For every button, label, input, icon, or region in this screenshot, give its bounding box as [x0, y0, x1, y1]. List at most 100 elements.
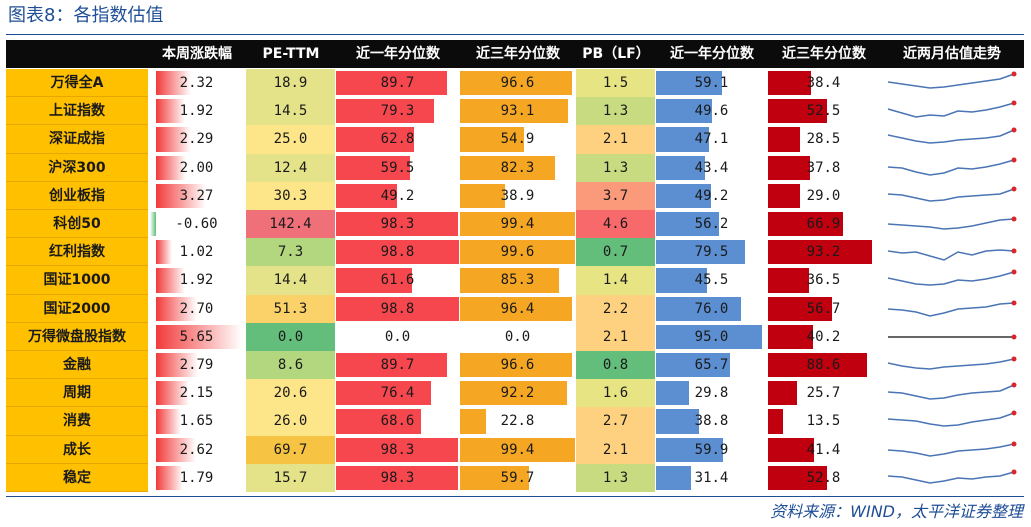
value-pe3: 99.4: [500, 441, 535, 458]
index-name: 成长: [6, 435, 148, 464]
sparkline-line: [887, 471, 1015, 484]
bar-pe3: [460, 296, 572, 321]
value-pe: 14.5: [273, 103, 308, 120]
cell-pe: 7.3: [246, 238, 336, 267]
value-pe: 30.3: [273, 187, 308, 204]
cell-pe3: 54.9: [460, 125, 576, 154]
bar-weekly: [156, 127, 191, 152]
value-pe1: 0.0: [384, 328, 411, 345]
bar-pe3: [460, 268, 559, 293]
value-pb: 2.2: [602, 300, 629, 317]
bar-weekly: [156, 381, 189, 406]
sparkline-last-point: [1011, 300, 1017, 306]
cell-pb1: 47.1: [656, 125, 768, 154]
bar-pe1: [336, 353, 448, 378]
table-row: 深证成指 2.29 25.0 62.8 54.9 2.1 47.1 28.5: [6, 125, 1024, 154]
sparkline-line: [887, 271, 1015, 287]
cell-pe3: 96.6: [460, 351, 576, 380]
value-pb: 3.7: [602, 187, 629, 204]
cell-pb: 1.3: [576, 97, 656, 126]
bar-pb1: [656, 212, 719, 237]
bar-pb3: [768, 409, 784, 434]
sparkline-line: [887, 249, 1015, 261]
bar-weekly: [156, 155, 187, 180]
cell-pe: 18.9: [246, 69, 336, 98]
bar-pe1: [336, 268, 413, 293]
value-pb: 0.8: [602, 357, 629, 373]
cell-pb: 1.3: [576, 463, 656, 492]
value-pe: 26.0: [273, 413, 308, 430]
table-row: 创业板指 3.27 30.3 49.2 38.9 3.7 49.2 29.0: [6, 181, 1024, 210]
value-weekly: 2.00: [179, 159, 214, 176]
bar-weekly: [156, 409, 182, 434]
value-pb1: 47.1: [694, 131, 729, 148]
table-header: 本周涨跌幅 PE-TTM 近一年分位数 近三年分位数 PB（LF） 近一年分位数…: [6, 40, 1024, 68]
index-name: 万得微盘股指数: [6, 322, 148, 351]
cell-pb3: 93.2: [768, 238, 880, 267]
bar-pe1: [336, 409, 422, 434]
cell-pe3: 99.4: [460, 435, 576, 464]
cell-weekly: -0.60: [148, 210, 246, 239]
bar-pb3: [768, 99, 827, 124]
value-weekly: -0.60: [175, 216, 218, 232]
cell-weekly: 2.32: [148, 69, 246, 98]
bar-pe1: [336, 240, 459, 265]
value-weekly: 1.65: [179, 413, 214, 430]
cell-pe: 12.4: [246, 153, 336, 182]
value-pb: 1.6: [602, 385, 629, 402]
bar-weekly: [156, 183, 206, 208]
sparkline-last-point: [1011, 382, 1017, 388]
value-pb3: 93.2: [806, 244, 841, 261]
cell-pe: 69.7: [246, 435, 336, 464]
header-pb-pct-1y: 近一年分位数: [670, 46, 754, 62]
header-pe-pct-3y: 近三年分位数: [476, 46, 560, 62]
cell-pb: 1.3: [576, 153, 656, 182]
bar-pb3: [768, 465, 828, 490]
cell-pb1: 38.8: [656, 407, 768, 436]
bar-pe1: [336, 127, 414, 152]
trend-sparkline: [884, 154, 1022, 182]
cell-weekly: 1.65: [148, 407, 246, 436]
bar-pb3: [768, 212, 843, 237]
value-pe: 8.6: [277, 357, 304, 373]
bar-pe1: [336, 381, 431, 406]
bar-pb1: [656, 183, 712, 208]
sparkline-last-point: [1011, 71, 1017, 77]
cell-weekly: 3.27: [148, 181, 246, 210]
index-name: 创业板指: [6, 181, 148, 210]
cell-pe3: 59.7: [460, 463, 576, 492]
table-row: 国证2000 2.70 51.3 98.8 96.4 2.2 76.0 56.7: [6, 294, 1024, 323]
value-pb3: 56.7: [806, 300, 841, 317]
bar-pb1: [656, 353, 730, 378]
bar-pb1: [656, 381, 690, 406]
value-pb: 1.3: [602, 103, 629, 120]
value-pe1: 76.4: [380, 385, 415, 402]
cell-pb: 2.7: [576, 407, 656, 436]
value-pe1: 98.3: [380, 441, 415, 458]
value-pb: 4.6: [602, 216, 629, 232]
trend-sparkline: [884, 464, 1022, 492]
value-pb1: 38.8: [694, 413, 729, 430]
value-pb1: 43.4: [694, 159, 729, 176]
sparkline-svg: [887, 469, 1017, 484]
cell-pe3: 96.4: [460, 294, 576, 323]
sparkline-last-point: [1011, 157, 1017, 163]
cell-weekly: 1.02: [148, 238, 246, 267]
table-row: 成长 2.62 69.7 98.3 99.4 2.1 59.9 41.4: [6, 435, 1024, 464]
bar-pb1: [656, 127, 709, 152]
cell-pb: 3.7: [576, 181, 656, 210]
cell-pb: 0.7: [576, 238, 656, 267]
bar-pe3: [460, 127, 524, 152]
bar-pe3: [460, 240, 575, 265]
trend-sparkline: [884, 210, 1022, 238]
value-pe3: 96.6: [500, 357, 535, 373]
cell-pe3: 85.3: [460, 266, 576, 295]
cell-pe: 14.4: [246, 266, 336, 295]
value-pe3: 38.9: [500, 187, 535, 204]
cell-weekly: 5.65: [148, 322, 246, 351]
bar-pe1: [336, 71, 448, 96]
bar-pe3: [460, 409, 487, 434]
value-pb1: 59.9: [694, 441, 729, 458]
cell-pe: 14.5: [246, 97, 336, 126]
cell-pe1: 79.3: [336, 97, 460, 126]
